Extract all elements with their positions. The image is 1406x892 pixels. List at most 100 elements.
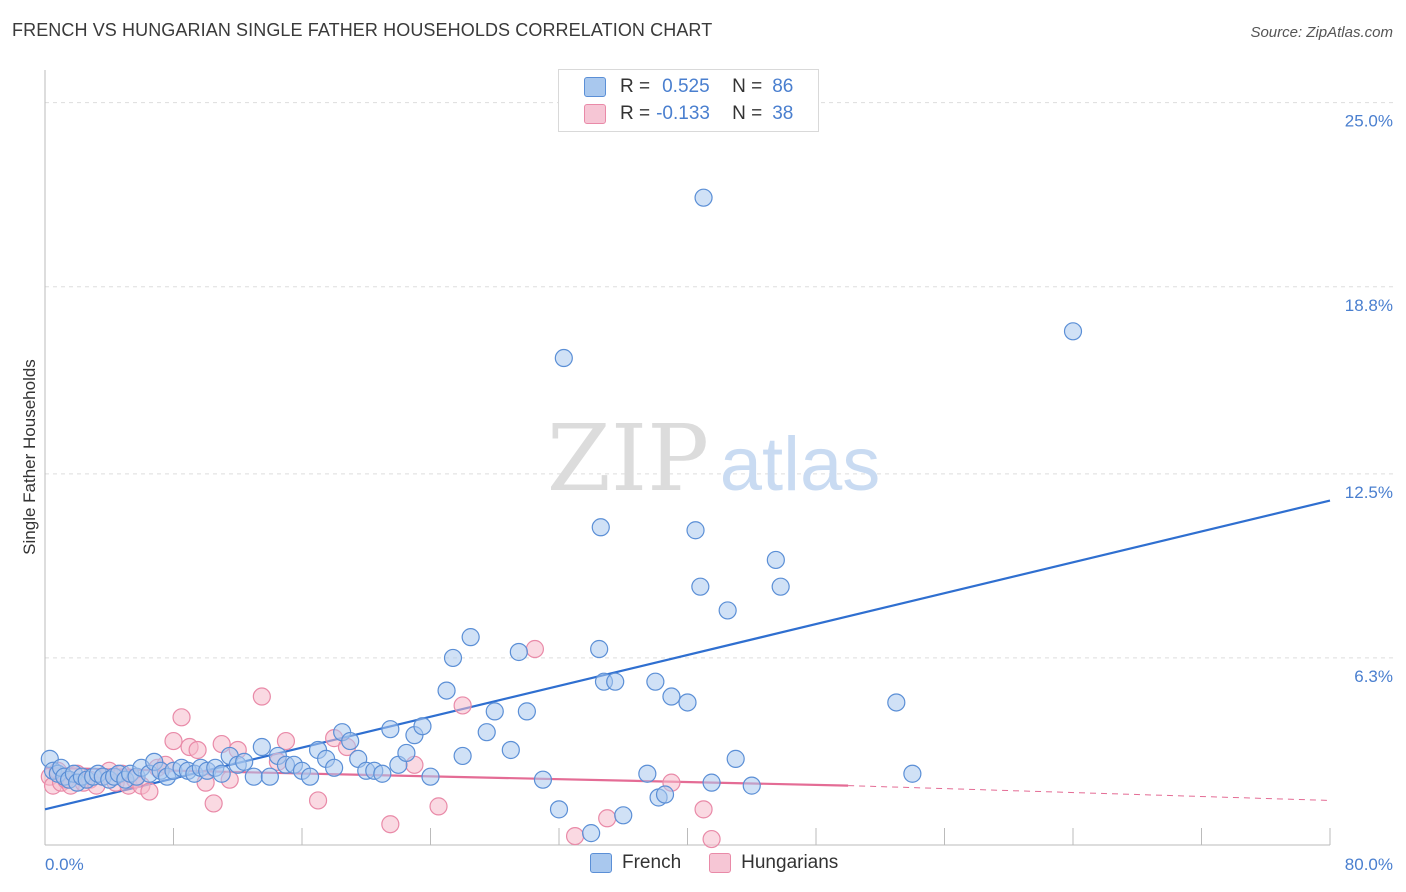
french-data-point [485, 702, 504, 721]
french-data-point [742, 776, 761, 795]
french-data-point [887, 693, 906, 712]
french-data-point [244, 767, 263, 786]
french-trend-line [44, 499, 1331, 811]
french-data-point [381, 720, 400, 739]
french-data-point [397, 743, 416, 763]
french-data-point [726, 749, 745, 768]
french-data-point [771, 577, 790, 596]
hungarian-data-point [204, 794, 223, 813]
hungarian-data-point [598, 809, 617, 828]
french-data-point [903, 764, 922, 783]
french-data-point [453, 746, 472, 766]
french-data-point [646, 672, 665, 691]
french-data-point [477, 723, 496, 742]
watermark-atlas: atlas [720, 422, 881, 507]
y-tick-label: 18.8% [1345, 296, 1393, 315]
french-data-point [533, 770, 553, 789]
french-data-point [702, 773, 721, 792]
hungarian-swatch [584, 104, 606, 124]
french-data-point [341, 731, 360, 751]
hungarian-trend-line-extension [848, 785, 1331, 801]
stats-legend: R = 0.525 N = 86 R = -0.133 N = 38 [558, 69, 819, 132]
hungarian-r-label: R = [620, 103, 651, 124]
legend-item-hungarians: Hungarians [709, 852, 838, 874]
french-data-point [614, 806, 633, 825]
hungarian-data-point [429, 797, 448, 816]
french-data-point [766, 550, 785, 570]
french-data-point [413, 717, 432, 736]
french-data-point [252, 737, 271, 757]
legend-item-french: French [590, 852, 681, 874]
y-tick-label: 12.5% [1345, 483, 1393, 502]
x-tick-label-max: 80.0% [1345, 855, 1393, 874]
hungarian-data-point [694, 800, 713, 819]
french-data-point [443, 648, 463, 668]
french-data-point [501, 740, 520, 760]
legend-row-french: R = 0.525 N = 86 [584, 75, 793, 99]
watermark-zip: ZIP [547, 405, 709, 512]
legend-french-swatch [590, 853, 612, 873]
legend-french-label: French [622, 852, 682, 873]
french-data-point [517, 702, 536, 721]
french-data-point [590, 639, 609, 659]
french-data-point [1063, 322, 1083, 341]
legend-row-hungarians: R = -0.133 N = 38 [584, 102, 793, 126]
french-points [40, 188, 1083, 843]
french-r-label: R = [620, 76, 651, 97]
french-data-point [212, 764, 231, 783]
hungarian-data-point [525, 639, 545, 659]
french-data-point [694, 188, 713, 207]
hungarian-data-point [308, 791, 328, 810]
chart-title: FRENCH VS HUNGARIAN SINGLE FATHER HOUSEH… [12, 20, 713, 40]
hungarian-data-point [164, 731, 183, 751]
hungarian-n-label: N = [732, 103, 763, 124]
legend-hungarian-swatch [709, 853, 732, 873]
french-n-value: 86 [772, 76, 794, 97]
y-tick-label: 6.3% [1354, 667, 1393, 686]
french-data-point [655, 785, 675, 804]
hungarian-data-point [381, 815, 400, 834]
series-legend: French Hungarians [590, 852, 866, 874]
grid-lines: 6.3% 12.5% 18.8% 25.0% [45, 102, 1393, 686]
french-data-point [300, 767, 320, 786]
french-r-value: 0.525 [662, 76, 710, 97]
french-data-point [325, 758, 344, 777]
french-data-point [591, 518, 610, 537]
hungarian-data-point [565, 826, 585, 846]
axes [44, 70, 1331, 846]
hungarian-data-point [172, 708, 191, 727]
hungarian-data-point [702, 829, 721, 849]
french-data-point [686, 521, 705, 540]
french-data-point [235, 752, 254, 771]
source-label: Source: ZipAtlas.com [1250, 24, 1393, 41]
french-data-point [373, 764, 392, 783]
x-tick-label-min: 0.0% [45, 855, 84, 874]
watermark: ZIP atlas [547, 405, 880, 512]
french-data-point [461, 628, 480, 647]
legend-hungarian-label: Hungarians [741, 852, 839, 873]
hungarian-data-point [453, 696, 472, 715]
hungarian-n-value: 38 [772, 103, 794, 124]
hungarian-data-point [188, 740, 207, 760]
french-data-point [549, 800, 569, 819]
french-data-point [638, 764, 657, 783]
french-data-point [421, 767, 440, 786]
french-data-point [606, 672, 625, 691]
french-data-point [554, 348, 573, 368]
french-data-point [509, 642, 528, 662]
hungarian-data-point [276, 731, 296, 751]
french-data-point [260, 767, 279, 786]
y-tick-label: 25.0% [1345, 112, 1393, 131]
y-axis-label: Single Father Households [20, 359, 39, 555]
french-swatch [584, 77, 606, 97]
hungarian-data-point [140, 782, 159, 801]
french-data-point [662, 687, 681, 706]
french-data-point [718, 601, 737, 620]
french-data-point [437, 681, 456, 700]
hungarian-r-value: -0.133 [656, 103, 710, 124]
hungarian-data-point [252, 687, 271, 706]
french-data-point [691, 577, 710, 596]
french-n-label: N = [732, 76, 763, 97]
french-data-point [582, 824, 601, 843]
